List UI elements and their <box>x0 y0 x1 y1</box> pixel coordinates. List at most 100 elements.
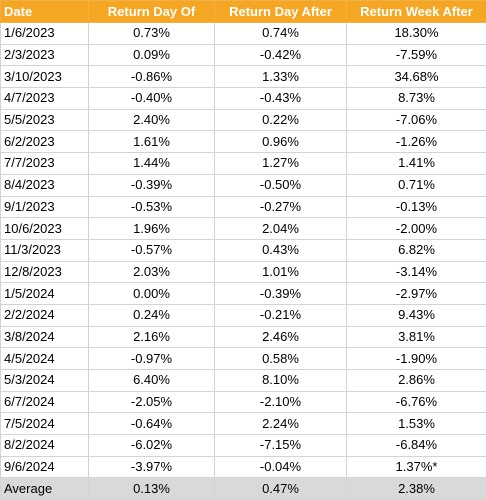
cell-return-day-after: 0.58% <box>215 348 347 370</box>
cell-return-day-after: 0.22% <box>215 109 347 131</box>
cell-return-day-after: -0.42% <box>215 44 347 66</box>
average-return-day-of: 0.13% <box>89 478 215 500</box>
cell-return-day-after: 2.04% <box>215 218 347 240</box>
cell-return-day-of: 2.03% <box>89 261 215 283</box>
cell-return-week-after: 1.37%* <box>347 456 486 478</box>
table-row: 6/7/2024-2.05%-2.10%-6.76% <box>1 391 486 413</box>
cell-date: 10/6/2023 <box>1 218 89 240</box>
cell-date: 2/2/2024 <box>1 304 89 326</box>
cell-date: 9/1/2023 <box>1 196 89 218</box>
cell-return-week-after: 1.41% <box>347 153 486 175</box>
cell-return-day-of: 1.96% <box>89 218 215 240</box>
cell-return-day-of: 0.09% <box>89 44 215 66</box>
cell-return-day-of: -0.97% <box>89 348 215 370</box>
cell-return-day-after: -0.39% <box>215 283 347 305</box>
cell-date: 9/6/2024 <box>1 456 89 478</box>
cell-return-day-of: -0.53% <box>89 196 215 218</box>
cell-return-day-of: 1.44% <box>89 153 215 175</box>
cell-return-day-after: 0.43% <box>215 239 347 261</box>
cell-date: 8/4/2023 <box>1 174 89 196</box>
cell-return-day-of: -0.39% <box>89 174 215 196</box>
cell-date: 11/3/2023 <box>1 239 89 261</box>
column-header-date: Date <box>1 1 89 23</box>
cell-date: 3/8/2024 <box>1 326 89 348</box>
cell-date: 12/8/2023 <box>1 261 89 283</box>
cell-return-day-of: 0.24% <box>89 304 215 326</box>
cell-return-week-after: -2.00% <box>347 218 486 240</box>
cell-return-day-after: -2.10% <box>215 391 347 413</box>
cell-date: 1/5/2024 <box>1 283 89 305</box>
cell-return-week-after: -0.13% <box>347 196 486 218</box>
cell-return-day-after: -0.04% <box>215 456 347 478</box>
cell-return-week-after: 18.30% <box>347 23 486 45</box>
cell-return-day-of: 2.40% <box>89 109 215 131</box>
cell-date: 4/7/2023 <box>1 88 89 110</box>
cell-date: 4/5/2024 <box>1 348 89 370</box>
cell-date: 6/2/2023 <box>1 131 89 153</box>
cell-return-day-after: 2.24% <box>215 413 347 435</box>
cell-date: 2/3/2023 <box>1 44 89 66</box>
cell-return-week-after: 8.73% <box>347 88 486 110</box>
cell-date: 7/7/2023 <box>1 153 89 175</box>
cell-return-day-of: 0.73% <box>89 23 215 45</box>
cell-return-day-after: 0.74% <box>215 23 347 45</box>
cell-return-day-after: -0.21% <box>215 304 347 326</box>
cell-return-day-of: 2.16% <box>89 326 215 348</box>
cell-date: 7/5/2024 <box>1 413 89 435</box>
cell-return-day-of: -3.97% <box>89 456 215 478</box>
column-header-return-week-after: Return Week After <box>347 1 486 23</box>
average-return-day-after: 0.47% <box>215 478 347 500</box>
cell-return-week-after: -7.59% <box>347 44 486 66</box>
table-row: 4/7/2023-0.40%-0.43%8.73% <box>1 88 486 110</box>
cell-date: 5/5/2023 <box>1 109 89 131</box>
cell-return-day-after: 0.96% <box>215 131 347 153</box>
table-row: 9/1/2023-0.53%-0.27%-0.13% <box>1 196 486 218</box>
cell-return-week-after: -1.90% <box>347 348 486 370</box>
cell-return-week-after: 3.81% <box>347 326 486 348</box>
table-row: 11/3/2023-0.57%0.43%6.82% <box>1 239 486 261</box>
cell-return-day-of: -0.40% <box>89 88 215 110</box>
cell-return-week-after: -7.06% <box>347 109 486 131</box>
cell-return-week-after: 2.86% <box>347 370 486 392</box>
cell-return-day-after: -0.50% <box>215 174 347 196</box>
cell-date: 6/7/2024 <box>1 391 89 413</box>
column-header-return-day-after: Return Day After <box>215 1 347 23</box>
cell-return-day-after: 1.33% <box>215 66 347 88</box>
cell-date: 1/6/2023 <box>1 23 89 45</box>
cell-return-week-after: -6.76% <box>347 391 486 413</box>
cell-return-day-after: -0.27% <box>215 196 347 218</box>
cell-return-day-after: 2.46% <box>215 326 347 348</box>
table-row: 7/5/2024-0.64%2.24%1.53% <box>1 413 486 435</box>
cell-return-day-of: 0.00% <box>89 283 215 305</box>
cell-return-day-of: -2.05% <box>89 391 215 413</box>
cell-return-week-after: -2.97% <box>347 283 486 305</box>
table-row: 4/5/2024-0.97%0.58%-1.90% <box>1 348 486 370</box>
cell-date: 3/10/2023 <box>1 66 89 88</box>
table-row: 9/6/2024-3.97%-0.04%1.37%* <box>1 456 486 478</box>
cell-return-day-after: 1.27% <box>215 153 347 175</box>
cell-return-week-after: 1.53% <box>347 413 486 435</box>
cell-return-week-after: -1.26% <box>347 131 486 153</box>
cell-return-day-after: -0.43% <box>215 88 347 110</box>
cell-return-week-after: 34.68% <box>347 66 486 88</box>
cell-return-day-of: -0.57% <box>89 239 215 261</box>
cell-return-week-after: -3.14% <box>347 261 486 283</box>
table-row: 3/10/2023-0.86%1.33%34.68% <box>1 66 486 88</box>
cell-return-day-after: 8.10% <box>215 370 347 392</box>
table-row: 8/4/2023-0.39%-0.50%0.71% <box>1 174 486 196</box>
cell-date: 5/3/2024 <box>1 370 89 392</box>
cell-return-day-of: -0.64% <box>89 413 215 435</box>
cell-return-week-after: 6.82% <box>347 239 486 261</box>
cell-return-day-of: 6.40% <box>89 370 215 392</box>
